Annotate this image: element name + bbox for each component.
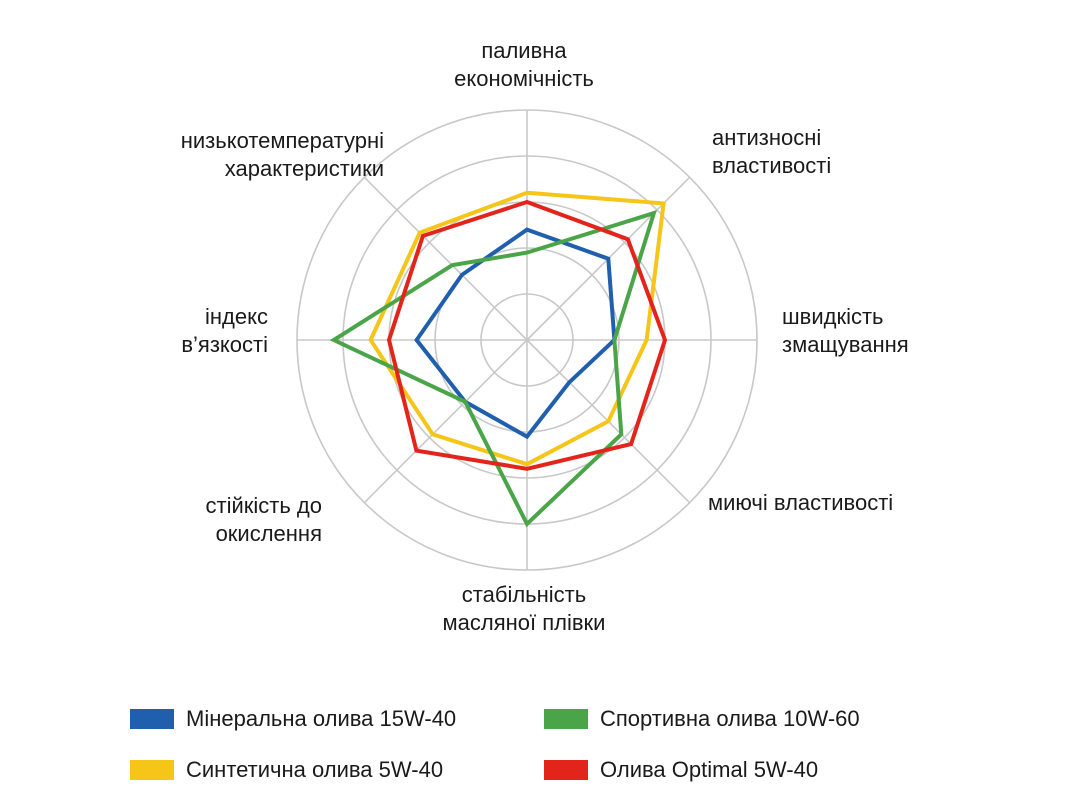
axis-label-1-line-2: економічність — [454, 66, 594, 91]
series-line-4 — [386, 199, 668, 471]
axis-label-7: індекс в’язкості — [181, 304, 268, 357]
axis-label-5-line-2: масляної плівки — [443, 610, 606, 635]
series-line-2 — [368, 190, 666, 467]
axis-label-2: антизносні властивості — [712, 125, 831, 178]
axis-label-4-line-1: миючі властивості — [708, 490, 893, 515]
axis-labels: паливна економічність антизносні властивост… — [181, 38, 909, 635]
axis-label-6-line-1: стійкість до — [206, 493, 323, 518]
axis-label-8: низькотемпературні характеристики — [181, 128, 384, 181]
axis-label-3-line-1: швидкість — [782, 304, 884, 329]
axis-label-1: паливна економічність — [454, 38, 594, 91]
axis-label-6: стійкість до окислення — [206, 493, 323, 546]
axis-label-6-line-2: окислення — [216, 521, 322, 546]
axis-label-5-line-1: стабільність — [462, 582, 586, 607]
axis-label-8-line-2: характеристики — [225, 156, 384, 181]
axis-label-3-line-2: змащування — [782, 332, 909, 357]
axis-label-7-line-1: індекс — [205, 304, 268, 329]
radar-series — [329, 190, 668, 528]
axis-label-2-line-1: антизносні — [712, 125, 821, 150]
axis-label-2-line-2: властивості — [712, 153, 831, 178]
series-line-3 — [329, 210, 657, 528]
series-line-1 — [414, 227, 617, 440]
grid-spoke-8 — [363, 176, 528, 341]
axis-label-1-line-1: паливна — [481, 38, 567, 63]
axis-label-8-line-1: низькотемпературні — [181, 128, 384, 153]
axis-label-4: миючі властивості — [708, 490, 893, 515]
axis-label-3: швидкість змащування — [782, 304, 909, 357]
axis-label-5: стабільність масляної плівки — [443, 582, 606, 635]
grid-spoke-6 — [363, 339, 528, 504]
axis-label-7-line-2: в’язкості — [181, 332, 268, 357]
